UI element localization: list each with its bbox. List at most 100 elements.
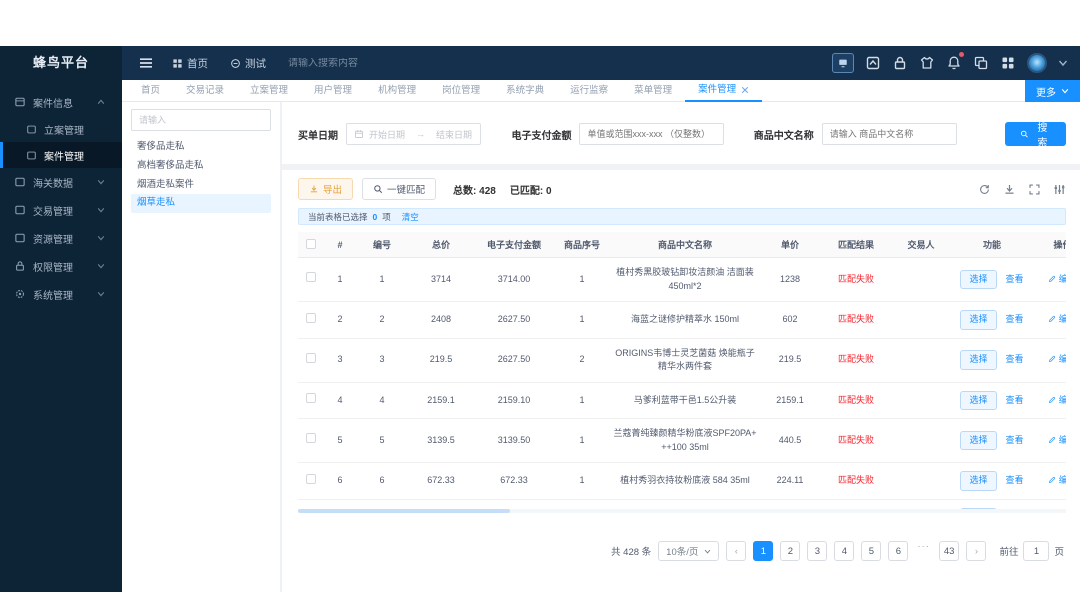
edit-link[interactable]: 编辑 xyxy=(1048,314,1066,324)
row-checkbox[interactable] xyxy=(306,312,316,323)
view-link[interactable]: 查看 xyxy=(1005,434,1024,445)
select-button[interactable]: 选择 xyxy=(960,350,997,370)
page-size-select[interactable]: 10条/页 xyxy=(658,541,720,561)
sidebar-item-label: 交易管理 xyxy=(33,206,73,218)
pagination-total: 共 428 条 xyxy=(611,547,652,558)
cell-code: 6 xyxy=(356,462,408,500)
page-tab[interactable]: 首页 xyxy=(128,80,173,102)
page-button[interactable]: 2 xyxy=(780,541,801,561)
monitor-icon[interactable] xyxy=(832,53,854,73)
sidebar-item[interactable]: 系统管理 xyxy=(0,280,122,308)
page-button[interactable]: 5 xyxy=(861,541,882,561)
nav-home[interactable]: 首页 xyxy=(172,56,208,71)
bell-icon[interactable] xyxy=(946,52,964,71)
row-checkbox[interactable] xyxy=(306,393,316,403)
goto-label: 前往 xyxy=(999,547,1019,558)
page-tab[interactable]: 系统字典 xyxy=(493,80,557,102)
view-link[interactable]: 查看 xyxy=(1005,394,1024,405)
page-ellipsis[interactable]: ··· xyxy=(917,541,930,552)
page-button[interactable]: 6 xyxy=(888,541,909,561)
nav-test[interactable]: 测试 xyxy=(230,56,266,71)
page-tab[interactable]: 菜单管理 xyxy=(621,80,685,102)
page-tab[interactable]: 岗位管理 xyxy=(429,80,493,102)
apps-icon[interactable] xyxy=(1000,55,1016,71)
row-checkbox[interactable] xyxy=(306,433,316,444)
refresh-icon[interactable] xyxy=(978,183,991,196)
sidebar-item[interactable]: 交易管理 xyxy=(0,196,122,224)
goto-page-input[interactable] xyxy=(1023,541,1050,561)
date-range-input[interactable]: 开始日期 → 结束日期 xyxy=(346,123,482,145)
page-tab[interactable]: 立案管理 xyxy=(237,80,301,102)
page-button[interactable]: 43 xyxy=(938,541,960,561)
chevron-down-icon[interactable] xyxy=(1058,58,1068,68)
sidebar-item[interactable]: 资源管理 xyxy=(0,224,122,252)
download-icon[interactable] xyxy=(1003,183,1016,196)
close-icon[interactable] xyxy=(741,86,749,94)
search-button[interactable]: 搜索 xyxy=(1005,122,1066,149)
case-type-item[interactable]: 奢侈品走私 xyxy=(137,141,185,152)
next-page-button[interactable]: › xyxy=(966,541,987,561)
view-link[interactable]: 查看 xyxy=(1005,273,1024,284)
select-all-checkbox[interactable] xyxy=(306,238,316,249)
case-type-item[interactable]: 烟草走私 xyxy=(131,194,271,214)
export-button[interactable]: 导出 xyxy=(298,178,354,200)
cell-match-result: 匹配失败 xyxy=(820,257,892,302)
lock-icon[interactable] xyxy=(892,55,908,71)
row-checkbox[interactable] xyxy=(306,352,316,363)
row-checkbox[interactable] xyxy=(306,272,316,283)
user-avatar[interactable] xyxy=(1027,53,1047,73)
fullscreen-icon[interactable] xyxy=(1028,183,1041,196)
page-button[interactable]: 4 xyxy=(834,541,855,561)
select-button[interactable]: 选择 xyxy=(960,390,997,410)
product-name-input[interactable] xyxy=(821,123,958,145)
page-tab[interactable]: 案件管理 xyxy=(685,80,763,102)
table-row: 6 6 672.33 672.33 1 植村秀羽衣持妆粉底液 584 35ml 224.11… xyxy=(298,462,1066,500)
hamburger-icon[interactable] xyxy=(138,55,154,71)
select-button[interactable]: 选择 xyxy=(960,471,997,491)
settings-icon[interactable] xyxy=(1053,183,1066,196)
case-type-item[interactable]: 烟酒走私案件 xyxy=(137,178,195,190)
goto-unit-label: 页 xyxy=(1054,547,1064,558)
select-button[interactable]: 选择 xyxy=(960,310,997,330)
view-link[interactable]: 查看 xyxy=(1005,314,1024,324)
prev-page-button[interactable]: ‹ xyxy=(726,541,747,561)
case-type-item[interactable]: 高档奢侈品走私 xyxy=(137,159,204,171)
sidebar-subitem[interactable]: 立案管理 xyxy=(0,116,122,142)
clear-selection-link[interactable]: 清空 xyxy=(401,211,419,222)
sidebar-item[interactable]: 案件信息 xyxy=(0,88,122,116)
cell-unit-price: 440.5 xyxy=(760,418,820,463)
filter-bar: 买单日期 开始日期 → 结束日期 电子支付金额 商品中文名称 xyxy=(282,102,1080,164)
capture-icon[interactable] xyxy=(865,55,881,71)
edit-link[interactable]: 编辑 xyxy=(1048,395,1066,405)
one-click-match-button[interactable]: 一键匹配 xyxy=(362,178,437,200)
pencil-icon xyxy=(1048,275,1056,283)
select-button[interactable]: 选择 xyxy=(960,430,997,451)
page-tab[interactable]: 交易记录 xyxy=(173,80,237,102)
page-button[interactable]: 3 xyxy=(807,541,828,561)
theme-icon[interactable] xyxy=(919,55,935,71)
page-tab[interactable]: 运行监察 xyxy=(557,80,621,102)
page-button[interactable]: 1 xyxy=(753,541,774,561)
case-type-search-input[interactable] xyxy=(131,109,271,131)
sidebar-subitem[interactable]: 案件管理 xyxy=(0,142,122,168)
amount-input[interactable] xyxy=(579,123,724,145)
edit-link[interactable]: 编辑 xyxy=(1048,354,1066,364)
edit-link[interactable]: 编辑 xyxy=(1048,274,1066,284)
row-checkbox[interactable] xyxy=(306,473,316,484)
edit-link[interactable]: 编辑 xyxy=(1048,435,1066,445)
cell-unit-price: 224.11 xyxy=(760,462,820,500)
select-button[interactable]: 选择 xyxy=(960,269,997,290)
horizontal-scrollbar-thumb[interactable] xyxy=(298,509,510,513)
page-tab[interactable]: 机构管理 xyxy=(365,80,429,102)
column-header: 编号 xyxy=(356,232,408,258)
copy-icon[interactable] xyxy=(973,55,989,71)
global-search-input[interactable] xyxy=(288,57,438,69)
edit-link[interactable]: 编辑 xyxy=(1048,475,1066,485)
view-link[interactable]: 查看 xyxy=(1005,475,1024,485)
sidebar-item[interactable]: 海关数据 xyxy=(0,168,122,196)
view-link[interactable]: 查看 xyxy=(1005,354,1024,365)
more-button[interactable]: 更多 xyxy=(1025,80,1080,102)
page-tab[interactable]: 用户管理 xyxy=(301,80,365,102)
horizontal-scrollbar-track xyxy=(298,509,1066,513)
sidebar-item[interactable]: 权限管理 xyxy=(0,252,122,280)
